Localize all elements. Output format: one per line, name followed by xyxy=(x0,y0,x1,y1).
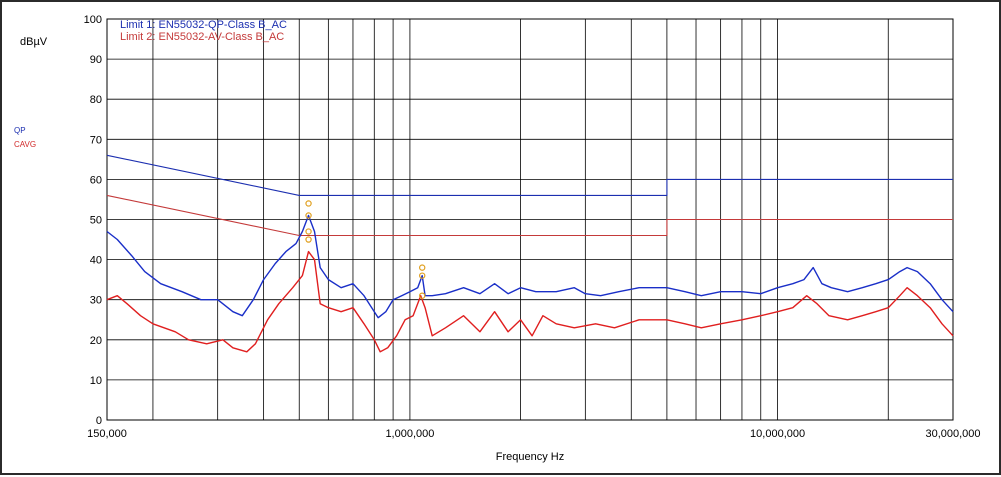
limit-lines xyxy=(106,154,953,237)
trace-label: CAVG xyxy=(14,140,36,149)
x-tick-label: 150,000 xyxy=(87,428,127,440)
y-tick-label: 20 xyxy=(90,335,102,347)
peak-marker xyxy=(305,236,312,243)
limit-line-2 xyxy=(106,194,953,237)
y-tick-label: 80 xyxy=(90,94,102,106)
y-tick-label: 10 xyxy=(90,375,102,387)
limit-line-1 xyxy=(106,154,953,196)
y-tick-label: 40 xyxy=(90,255,102,267)
x-tick-label: 30,000,000 xyxy=(925,428,980,440)
y-tick-label: 100 xyxy=(84,14,102,26)
series-lines xyxy=(106,214,954,353)
y-axis-unit-label: dBµV xyxy=(20,36,48,48)
y-tick-label: 0 xyxy=(96,415,102,427)
trace-label: QP xyxy=(14,126,26,135)
y-tick-label: 50 xyxy=(90,215,102,227)
y-tick-label: 90 xyxy=(90,54,102,66)
peak-markers xyxy=(305,200,426,299)
y-tick-label: 60 xyxy=(90,174,102,186)
peak-marker xyxy=(305,228,312,235)
x-axis-title: Frequency Hz xyxy=(496,451,564,463)
peak-marker xyxy=(419,272,426,279)
series-line-cavg xyxy=(106,250,954,353)
axis-labels: 0 10 20 30 40 50 60 70 80 90 100 150,000 1,000,000 10… xyxy=(14,14,981,440)
legend-entry-limit-2: Limit 2: EN55032-AV-Class B_AC xyxy=(120,31,284,43)
x-tick-label: 10,000,000 xyxy=(750,428,805,440)
legend-entry-limit-1: Limit 1: EN55032-QP-Class B_AC xyxy=(120,19,287,31)
peak-marker xyxy=(419,292,426,299)
peak-marker xyxy=(305,212,312,219)
x-tick-label: 1,000,000 xyxy=(385,428,434,440)
y-tick-label: 70 xyxy=(90,134,102,146)
peak-marker xyxy=(419,264,426,271)
y-tick-label: 30 xyxy=(90,295,102,307)
peak-marker xyxy=(305,200,312,207)
series-line-qp xyxy=(106,214,954,319)
